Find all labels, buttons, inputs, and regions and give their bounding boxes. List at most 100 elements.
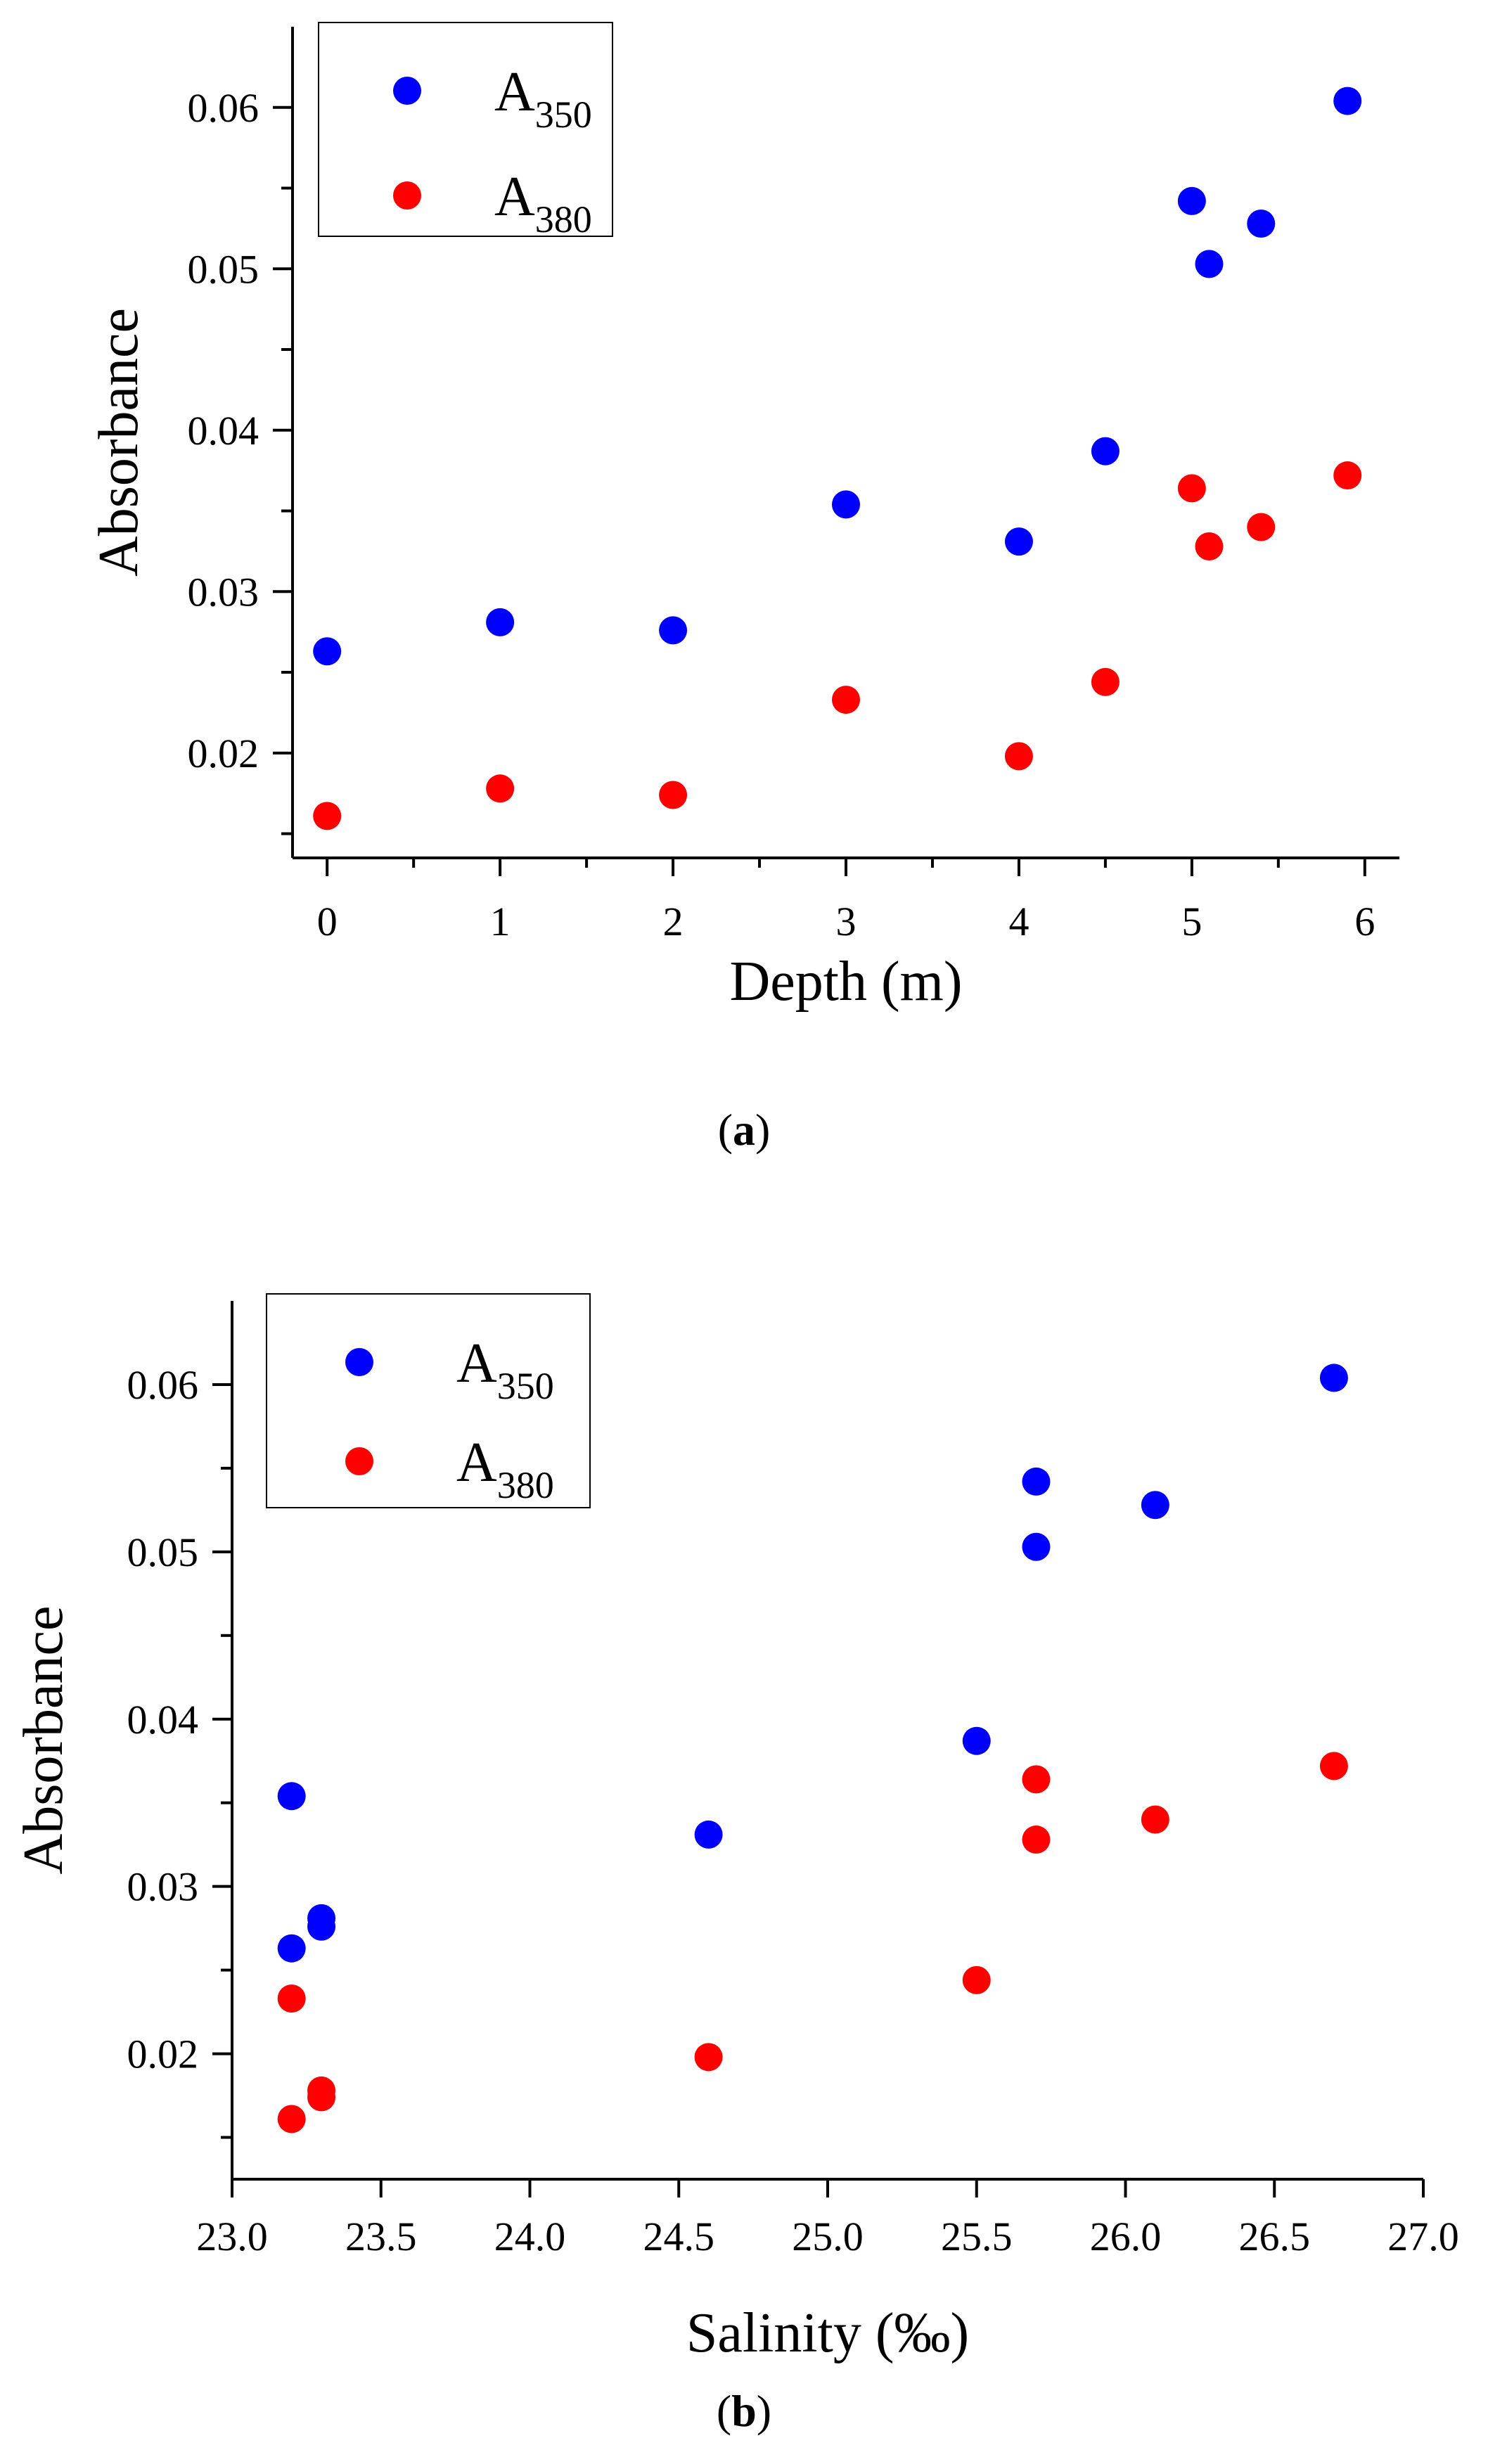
- x-tick-label: 26.5: [1239, 2214, 1311, 2259]
- x-tick-label: 27.0: [1387, 2214, 1459, 2259]
- y-tick-label: 0.04: [188, 408, 259, 454]
- y-tick-label: 0.06: [188, 85, 259, 131]
- y-tick-label: 0.04: [127, 1697, 199, 1743]
- data-point-a380: [1022, 1765, 1051, 1794]
- data-point-a380: [277, 2105, 306, 2133]
- data-point-a350: [1091, 437, 1120, 466]
- x-tick-label: 24.5: [643, 2214, 715, 2259]
- data-point-a380: [1319, 1752, 1348, 1780]
- legend-marker-a350: [393, 77, 421, 105]
- y-tick-label: 0.05: [188, 246, 259, 292]
- legend-label-a350: A350: [456, 1333, 554, 1407]
- data-point-a380: [962, 1965, 991, 1994]
- legend-label-main: A: [456, 1432, 497, 1494]
- data-point-a350: [313, 637, 342, 666]
- data-point-a380: [1004, 742, 1033, 771]
- legend-marker-a350: [345, 1348, 373, 1376]
- data-point-a380: [307, 2083, 336, 2112]
- data-point-a350: [1004, 527, 1033, 556]
- data-point-a380: [277, 1984, 306, 2013]
- data-point-a350: [1333, 86, 1362, 115]
- scatter-chart-depth: 0 1 2 3 4 5 6 0.02 0.03 0.04 0.05 0.06 Depth (m) Abso…: [88, 22, 1399, 1013]
- x-tick-label: 23.0: [196, 2214, 268, 2259]
- data-point-a350: [1141, 1491, 1169, 1520]
- data-point-a380: [1022, 1825, 1051, 1854]
- y-tick-label: 0.02: [188, 731, 259, 776]
- legend-label-subscript: 350: [535, 94, 592, 136]
- data-point-a350: [277, 1782, 306, 1811]
- figure-panel-a: 0 1 2 3 4 5 6 0.02 0.03 0.04 0.05 0.06 Depth (m) Abso…: [0, 0, 1488, 1209]
- caption-a-letter: a: [733, 1105, 755, 1155]
- x-tick-label: 1: [490, 899, 511, 944]
- data-point-a350: [277, 1934, 306, 1963]
- y-tick-label: 0.02: [127, 2032, 199, 2077]
- data-point-a350: [486, 608, 515, 636]
- data-point-a350: [1022, 1532, 1051, 1561]
- x-tick-label: 6: [1354, 899, 1375, 944]
- data-point-a380: [1177, 474, 1206, 503]
- legend-label-a380: A380: [456, 1432, 554, 1506]
- caption-b-close: ): [756, 2386, 772, 2436]
- legend-marker-a380: [345, 1447, 373, 1475]
- legend-marker-a380: [393, 181, 421, 210]
- legend-label-a380: A380: [494, 166, 592, 240]
- data-point-a350: [1022, 1467, 1051, 1496]
- caption-a-open: (: [717, 1105, 733, 1155]
- data-point-a350: [307, 1912, 336, 1941]
- caption-b-letter: b: [731, 2386, 757, 2436]
- caption-b-open: (: [716, 2386, 732, 2436]
- data-point-a350: [1319, 1363, 1348, 1392]
- data-point-a350: [962, 1726, 991, 1755]
- x-tick-label: 24.0: [494, 2214, 566, 2259]
- x-tick-label: 26.0: [1090, 2214, 1162, 2259]
- figure-panel-b: 23.0 23.5 24.0 24.5 25.0 25.5 26.0 26.5 27.0 0.02…: [0, 1238, 1488, 2460]
- y-tick-label: 0.06: [127, 1362, 199, 1408]
- data-point-a380: [1247, 513, 1276, 541]
- caption-b: (b): [0, 2385, 1488, 2437]
- y-axis-title: Absorbance: [13, 1605, 75, 1874]
- data-point-a380: [832, 686, 860, 714]
- y-tick-label: 0.05: [127, 1529, 199, 1575]
- scatter-chart-salinity: 23.0 23.5 24.0 24.5 25.0 25.5 26.0 26.5 27.0 0.02…: [13, 1293, 1459, 2364]
- data-point-a350: [694, 1820, 723, 1849]
- y-tick-label: 0.03: [188, 569, 259, 615]
- data-point-a380: [486, 774, 515, 803]
- data-point-a380: [1141, 1805, 1169, 1834]
- x-axis-title: Salinity (‰): [686, 2302, 969, 2364]
- data-point-a350: [1195, 250, 1224, 278]
- legend-label-main: A: [494, 166, 535, 228]
- x-tick-label: 23.5: [345, 2214, 417, 2259]
- x-tick-label: 5: [1181, 899, 1202, 944]
- data-point-a350: [1177, 186, 1206, 215]
- legend-label-subscript: 350: [497, 1365, 554, 1407]
- legend-label-main: A: [494, 61, 535, 123]
- legend-label-main: A: [456, 1333, 497, 1394]
- data-point-a380: [1091, 667, 1120, 696]
- data-point-a350: [659, 616, 688, 645]
- y-tick-label: 0.03: [127, 1864, 199, 1910]
- x-tick-label: 4: [1008, 899, 1029, 944]
- y-axis-title: Absorbance: [88, 308, 150, 577]
- caption-a-close: ): [755, 1105, 771, 1155]
- data-point-a380: [313, 802, 342, 830]
- x-tick-label: 25.5: [941, 2214, 1013, 2259]
- data-point-a380: [1333, 461, 1362, 490]
- legend-label-subscript: 380: [535, 198, 592, 240]
- legend-label-a350: A350: [494, 61, 592, 136]
- data-point-a380: [694, 2043, 723, 2072]
- caption-a: (a): [0, 1104, 1488, 1156]
- legend-box: [266, 1293, 591, 1508]
- x-tick-label: 25.0: [792, 2214, 864, 2259]
- x-tick-label: 0: [317, 899, 338, 944]
- x-axis-title: Depth (m): [729, 951, 962, 1013]
- x-tick-label: 2: [663, 899, 684, 944]
- x-tick-label: 3: [836, 899, 857, 944]
- data-point-a380: [659, 781, 688, 809]
- data-point-a350: [1247, 210, 1276, 238]
- data-point-a380: [1195, 532, 1224, 561]
- legend-box: [318, 22, 613, 237]
- legend-label-subscript: 380: [497, 1464, 554, 1506]
- data-point-a350: [832, 490, 860, 519]
